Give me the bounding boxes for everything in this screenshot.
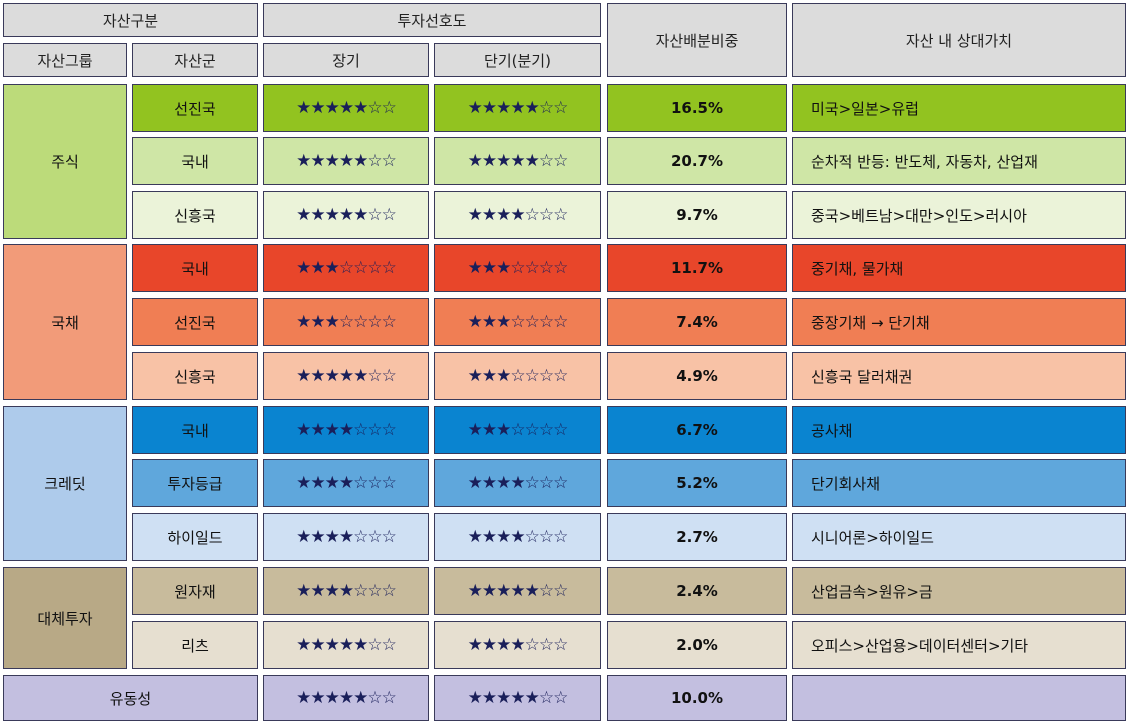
short-term-rating: ★★★★★☆☆: [434, 84, 601, 132]
short-term-rating: ★★★☆☆☆☆: [434, 298, 601, 346]
asset-name: 하이일드: [132, 513, 258, 561]
header-asset-class: 자산구분: [3, 3, 258, 37]
liquidity-weight: 10.0%: [607, 675, 787, 721]
header-long-term: 장기: [263, 43, 429, 77]
relative-value: 산업금속>원유>금: [792, 567, 1126, 615]
relative-value: 시니어론>하이일드: [792, 513, 1126, 561]
header-weight: 자산배분비중: [607, 3, 787, 77]
allocation-weight: 2.0%: [607, 621, 787, 669]
group-cell: 크레딧: [3, 406, 127, 561]
long-term-rating: ★★★★★☆☆: [263, 621, 429, 669]
asset-name: 국내: [132, 406, 258, 454]
long-term-rating: ★★★★★☆☆: [263, 191, 429, 239]
asset-name: 신흥국: [132, 352, 258, 400]
allocation-weight: 7.4%: [607, 298, 787, 346]
relative-value: 미국>일본>유럽: [792, 84, 1126, 132]
long-term-rating: ★★★★☆☆☆: [263, 406, 429, 454]
allocation-weight: 16.5%: [607, 84, 787, 132]
short-term-rating: ★★★★★☆☆: [434, 137, 601, 185]
allocation-weight: 4.9%: [607, 352, 787, 400]
relative-value: 중국>베트남>대만>인도>러시아: [792, 191, 1126, 239]
header-asset-group: 자산그룹: [3, 43, 127, 77]
header-asset-sub: 자산군: [132, 43, 258, 77]
group-cell: 주식: [3, 84, 127, 239]
header-short-term: 단기(분기): [434, 43, 601, 77]
relative-value: 단기회사채: [792, 459, 1126, 507]
relative-value: 순차적 반등: 반도체, 자동차, 산업재: [792, 137, 1126, 185]
short-term-rating: ★★★★☆☆☆: [434, 513, 601, 561]
long-term-rating: ★★★★★☆☆: [263, 137, 429, 185]
asset-name: 선진국: [132, 298, 258, 346]
asset-name: 투자등급: [132, 459, 258, 507]
short-term-rating: ★★★★★☆☆: [434, 567, 601, 615]
group-cell: 국채: [3, 244, 127, 400]
short-term-rating: ★★★☆☆☆☆: [434, 244, 601, 292]
long-term-rating: ★★★☆☆☆☆: [263, 244, 429, 292]
short-term-rating: ★★★☆☆☆☆: [434, 406, 601, 454]
allocation-weight: 11.7%: [607, 244, 787, 292]
short-term-rating: ★★★★☆☆☆: [434, 621, 601, 669]
long-term-rating: ★★★★☆☆☆: [263, 567, 429, 615]
short-term-rating: ★★★★☆☆☆: [434, 459, 601, 507]
asset-name: 신흥국: [132, 191, 258, 239]
allocation-weight: 9.7%: [607, 191, 787, 239]
header-preference: 투자선호도: [263, 3, 601, 37]
short-term-rating: ★★★★☆☆☆: [434, 191, 601, 239]
asset-name: 국내: [132, 244, 258, 292]
liquidity-relative: [792, 675, 1126, 721]
asset-name: 선진국: [132, 84, 258, 132]
asset-name: 리츠: [132, 621, 258, 669]
liquidity-name: 유동성: [3, 675, 258, 721]
liquidity-short-rating: ★★★★★☆☆: [434, 675, 601, 721]
allocation-weight: 2.7%: [607, 513, 787, 561]
long-term-rating: ★★★★☆☆☆: [263, 513, 429, 561]
long-term-rating: ★★★★★☆☆: [263, 84, 429, 132]
allocation-weight: 6.7%: [607, 406, 787, 454]
group-cell: 대체투자: [3, 567, 127, 669]
relative-value: 중장기채 → 단기채: [792, 298, 1126, 346]
header-relative-value: 자산 내 상대가치: [792, 3, 1126, 77]
allocation-weight: 2.4%: [607, 567, 787, 615]
short-term-rating: ★★★☆☆☆☆: [434, 352, 601, 400]
relative-value: 오피스>산업용>데이터센터>기타: [792, 621, 1126, 669]
relative-value: 공사채: [792, 406, 1126, 454]
asset-name: 원자재: [132, 567, 258, 615]
liquidity-long-rating: ★★★★★☆☆: [263, 675, 429, 721]
long-term-rating: ★★★★☆☆☆: [263, 459, 429, 507]
allocation-weight: 5.2%: [607, 459, 787, 507]
relative-value: 신흥국 달러채권: [792, 352, 1126, 400]
relative-value: 중기채, 물가채: [792, 244, 1126, 292]
allocation-weight: 20.7%: [607, 137, 787, 185]
long-term-rating: ★★★★★☆☆: [263, 352, 429, 400]
long-term-rating: ★★★☆☆☆☆: [263, 298, 429, 346]
asset-name: 국내: [132, 137, 258, 185]
